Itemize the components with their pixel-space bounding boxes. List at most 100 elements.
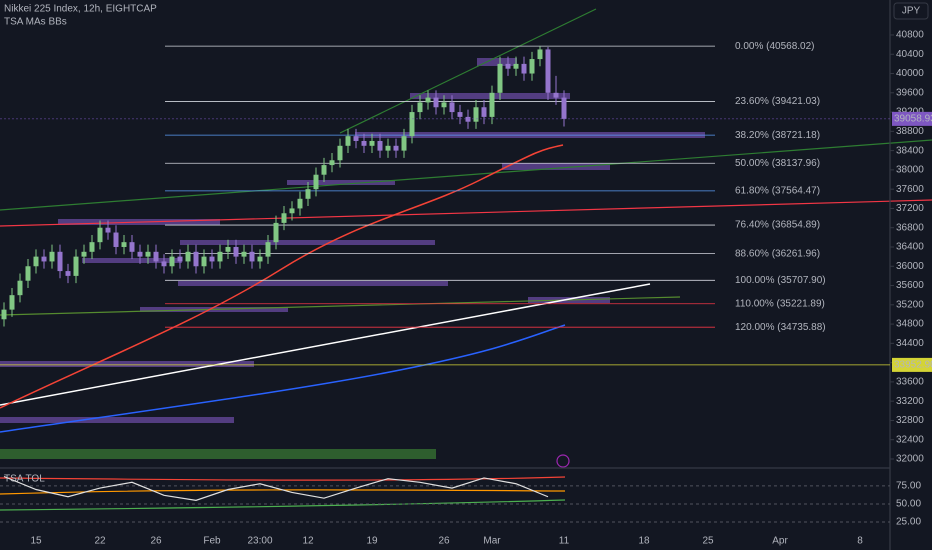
candle-body (449, 102, 455, 113)
y-tick-label: 36000 (896, 261, 924, 272)
candle-body (225, 246, 231, 252)
candle-body (153, 251, 159, 262)
x-tick-label: 18 (638, 536, 650, 547)
fib-label: 88.60% (36261.96) (735, 248, 820, 259)
currency[interactable]: JPY (902, 6, 921, 17)
candle-body (529, 59, 535, 74)
y-tick-label: 40400 (896, 49, 924, 60)
candle-body (121, 242, 127, 247)
candle-body (193, 251, 199, 267)
fib-label: 61.80% (37564.47) (735, 186, 820, 197)
candle-body (497, 63, 503, 93)
candle-body (185, 251, 191, 262)
candle-body (329, 160, 335, 166)
candle-body (289, 208, 295, 214)
candle-body (433, 97, 439, 108)
channel-line (0, 139, 932, 211)
currency-box[interactable] (893, 2, 929, 20)
candle-body (97, 227, 103, 243)
zone (178, 281, 448, 286)
fib-label: 100.00% (35707.90) (735, 275, 826, 286)
y-tick-label: 37200 (896, 203, 924, 214)
candle-body (89, 242, 95, 252)
candle-body (473, 107, 479, 122)
candle-body (209, 256, 215, 262)
candle-body (257, 256, 263, 262)
y-tick-label: 38400 (896, 145, 924, 156)
indicator-name: TSA TOL (4, 474, 45, 485)
candle-body (161, 261, 167, 267)
x-tick-label: 26 (438, 536, 450, 547)
fib-label: 76.40% (36854.89) (735, 220, 820, 231)
zone (0, 449, 436, 459)
x-tick-label: 12 (302, 536, 314, 547)
candle-body (513, 63, 519, 69)
x-tick-label: Feb (203, 536, 221, 547)
fib-label: 38.20% (38721.18) (735, 130, 820, 141)
candle-body (273, 222, 279, 243)
candle-body (265, 242, 271, 257)
candle-body (489, 92, 495, 117)
y-tick-label: 34800 (896, 319, 924, 330)
y-tick-label: 37600 (896, 184, 924, 195)
chart-title: Nikkei 225 Index, 12h, EIGHTCAP (4, 4, 157, 15)
candle-body (553, 92, 559, 98)
zone (287, 180, 395, 185)
y-tick-label: 35600 (896, 280, 924, 291)
y-tick-label: 40800 (896, 30, 924, 41)
trend-line (0, 283, 651, 406)
y-tick-label: 35200 (896, 299, 924, 310)
y-tick-label: 38000 (896, 165, 924, 176)
candle-body (425, 97, 431, 103)
y-tick-label: 36400 (896, 242, 924, 253)
y-tick-label: 32800 (896, 415, 924, 426)
candle-body (561, 97, 567, 119)
zone (82, 258, 182, 263)
candle-body (465, 116, 471, 122)
indicator-tick-label: 50.00 (896, 499, 921, 510)
x-tick-label: 19 (366, 536, 378, 547)
candle-body (353, 136, 359, 141)
candle-body (481, 107, 487, 117)
zone (502, 163, 610, 170)
candle-body (105, 227, 111, 233)
candle-body (217, 251, 223, 262)
fib-label: 0.00% (40568.02) (735, 41, 815, 52)
chart-subtitle: TSA MAs BBs (4, 17, 67, 28)
fib-label: 50.00% (38137.96) (735, 158, 820, 169)
band-line (0, 499, 566, 511)
candle-body (441, 102, 447, 108)
indicator-tick-label: 75.00 (896, 481, 921, 492)
candle-body (145, 251, 151, 257)
candle-body (457, 112, 463, 117)
y-tick-label: 39600 (896, 87, 924, 98)
y-tick-label: 32000 (896, 454, 924, 465)
candle-body (369, 140, 375, 146)
candle-body (241, 251, 247, 257)
candle-body (345, 136, 351, 146)
candle-body (1, 309, 7, 320)
candle-body (281, 213, 287, 223)
y-tick-label: 33200 (896, 396, 924, 407)
indicator-tick-label: 25.00 (896, 517, 921, 528)
x-tick-label: Mar (483, 536, 501, 547)
trend-line (0, 199, 932, 227)
candle-body (321, 165, 327, 175)
candle-body (57, 251, 63, 272)
x-tick-label: 23:00 (247, 536, 272, 547)
x-tick-label: 15 (30, 536, 42, 547)
candle-body (49, 251, 55, 262)
x-tick-label: Apr (772, 536, 788, 547)
event-icon (556, 454, 570, 468)
x-tick-label: 8 (857, 536, 863, 547)
candle-body (169, 256, 175, 267)
candle-body (305, 189, 311, 199)
zone (477, 58, 517, 66)
zone (180, 240, 435, 245)
y-tick-label: 34400 (896, 338, 924, 349)
candle-body (337, 145, 343, 161)
candle-body (9, 295, 15, 310)
candle-body (361, 140, 367, 146)
